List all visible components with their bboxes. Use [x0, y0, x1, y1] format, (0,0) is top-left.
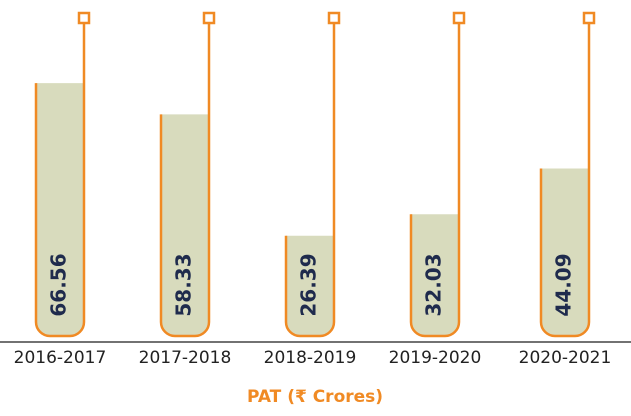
bar: [286, 235, 334, 336]
data-label: 44.09: [552, 253, 576, 316]
tube-cap: [202, 11, 216, 25]
x-tick-label: 2016-2017: [14, 348, 107, 368]
data-label: 58.33: [172, 253, 196, 316]
tube-cap: [582, 11, 596, 25]
data-label: 66.56: [47, 253, 71, 316]
x-tick-label: 2019-2020: [389, 348, 482, 368]
tube-cap: [327, 11, 341, 25]
bar: [36, 83, 84, 337]
tube-outline: [539, 18, 591, 338]
bar: [541, 168, 589, 336]
x-tick-label: 2018-2019: [264, 348, 357, 368]
chart-title: PAT (₹ Crores): [247, 387, 383, 407]
data-label: 26.39: [297, 253, 321, 316]
x-tick-label: 2020-2021: [519, 348, 612, 368]
tube-cap: [77, 11, 91, 25]
bar: [411, 214, 459, 336]
tube-outline: [284, 18, 336, 338]
bar: [161, 114, 209, 336]
tube-outline: [159, 18, 211, 338]
data-label: 32.03: [422, 253, 446, 316]
tube-outline: [409, 18, 461, 338]
tube-cap: [452, 11, 466, 25]
tube-outline: [34, 18, 86, 338]
x-tick-label: 2017-2018: [139, 348, 232, 368]
